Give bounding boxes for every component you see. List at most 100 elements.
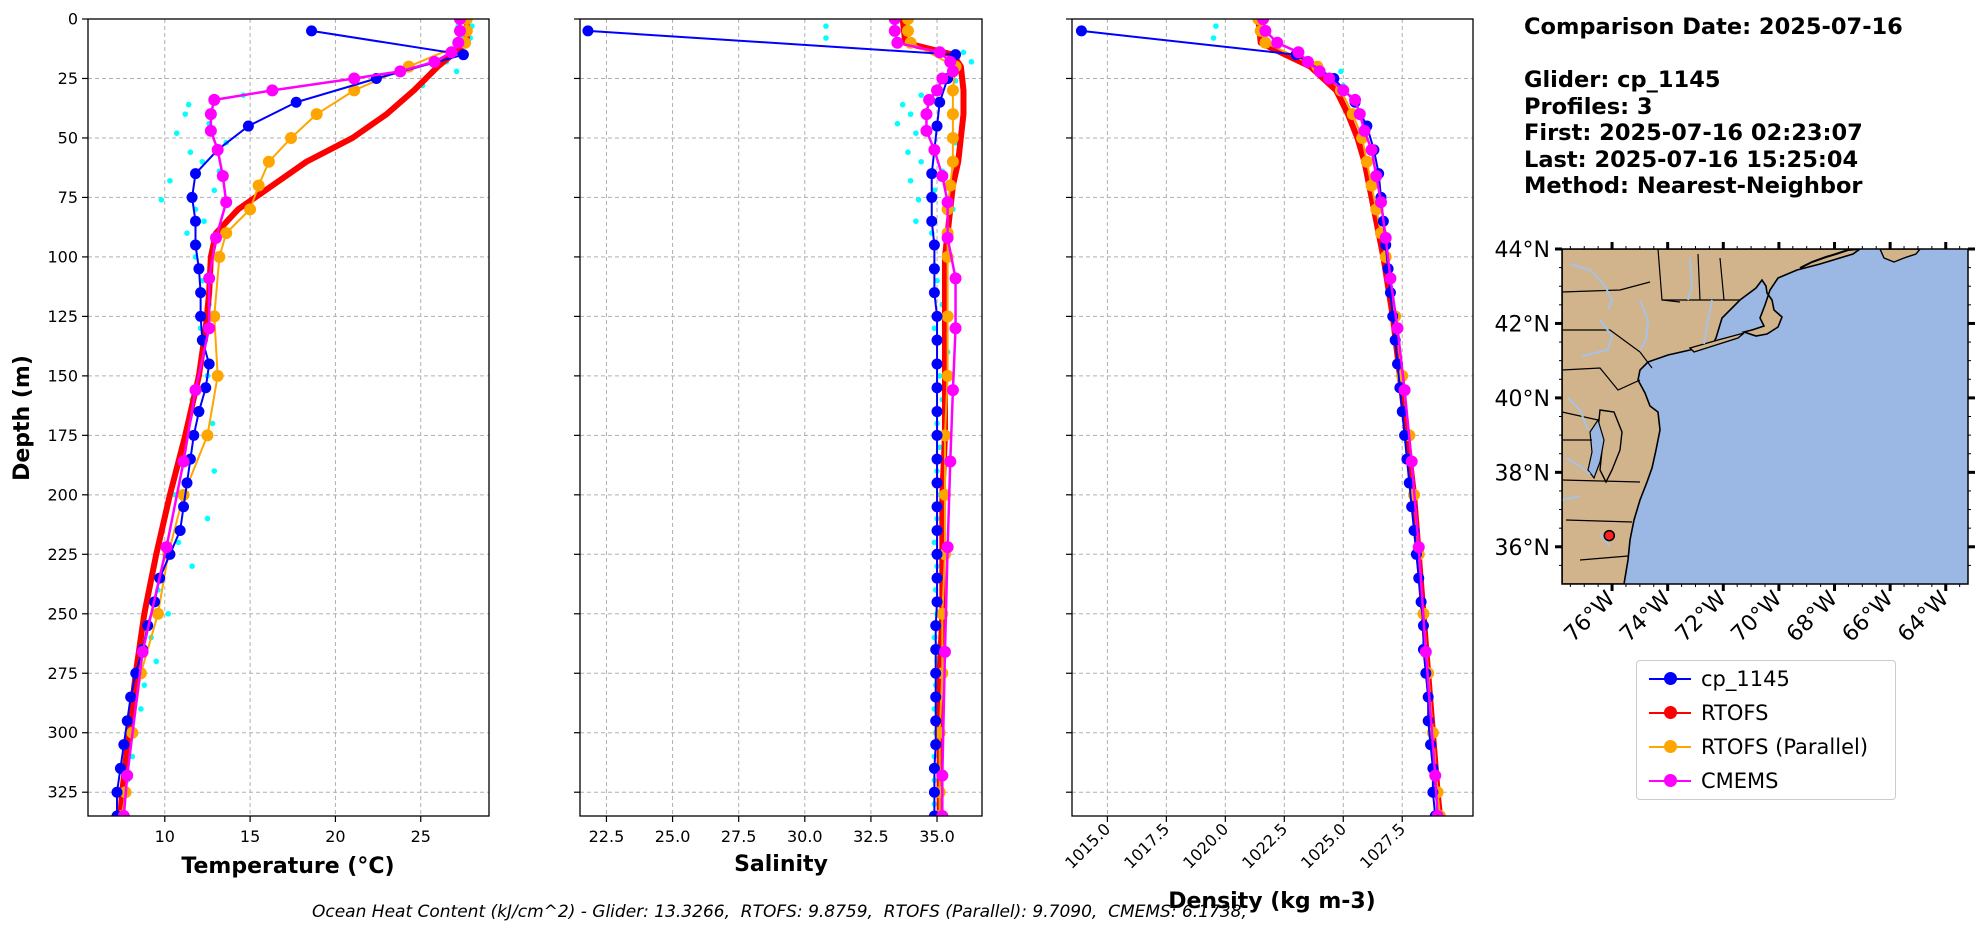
data-point-raw-points xyxy=(175,539,182,546)
x-tick-label: 1017.5 xyxy=(1120,819,1173,872)
data-point-cmems xyxy=(933,46,946,59)
comparison-info: Comparison Date: 2025-07-16 Glider: cp_1… xyxy=(1524,14,1903,200)
data-point-raw-points xyxy=(1338,68,1344,75)
map-long-island xyxy=(1688,332,1745,353)
salinity-panel: 22.5 25.0 27.5 30.0 32.5 35.0 xyxy=(574,18,983,846)
data-point-cmems xyxy=(428,55,441,68)
data-point-cmems xyxy=(1365,143,1378,156)
data-point-cmems xyxy=(1353,108,1366,121)
data-point-cmems xyxy=(136,645,149,658)
series-group xyxy=(582,19,975,816)
data-point-glider xyxy=(111,786,123,798)
data-point-cmems xyxy=(1313,65,1326,78)
data-point-glider xyxy=(203,358,215,370)
data-point-glider xyxy=(931,334,943,346)
data-point-glider xyxy=(931,453,943,465)
data-point-cmems xyxy=(920,108,933,121)
data-point-raw-points xyxy=(968,59,975,65)
legend-label-rtofs-parallel: RTOFS (Parallel) xyxy=(1701,735,1869,759)
data-point-cmems xyxy=(453,24,466,37)
data-point-glider xyxy=(1399,429,1411,441)
data-point-glider xyxy=(178,501,190,513)
legend-swatch-glider xyxy=(1645,663,1695,695)
series-line-glider xyxy=(116,29,465,816)
data-point-rtofs-parallel xyxy=(946,155,959,168)
data-point-cmems xyxy=(1398,384,1411,397)
data-point-raw-points xyxy=(931,187,938,194)
data-point-cmems xyxy=(920,124,933,137)
y-tick-label: 300 xyxy=(47,723,78,742)
ocean-heat-content-caption: Ocean Heat Content (kJ/cm^2) - Glider: 1… xyxy=(312,902,1247,922)
data-point-glider xyxy=(928,263,940,275)
legend-item-glider: cp_1145 xyxy=(1645,663,1790,695)
data-point-glider xyxy=(242,120,254,132)
map-lon-label: 70°W xyxy=(1727,586,1788,647)
data-point-glider xyxy=(931,382,943,394)
comparison-date: Comparison Date: 2025-07-16 xyxy=(1524,14,1903,40)
data-point-raw-points xyxy=(173,130,180,136)
axes-frame xyxy=(579,18,983,817)
data-point-raw-points xyxy=(913,130,919,136)
x-tick-label: 20 xyxy=(325,827,345,846)
y-tick-label: 25 xyxy=(58,69,78,88)
data-point-raw-points xyxy=(138,706,144,712)
data-point-rtofs-parallel xyxy=(310,108,323,121)
data-point-glider xyxy=(195,310,207,322)
series-group xyxy=(111,19,475,816)
data-point-glider xyxy=(290,96,302,108)
data-point-raw-points xyxy=(201,218,207,225)
axes-frame xyxy=(1071,18,1474,817)
data-point-glider xyxy=(582,25,594,37)
data-point-cmems xyxy=(1271,36,1284,49)
data-point-cmems xyxy=(941,196,954,209)
series-line-cmems xyxy=(1261,19,1439,816)
map-lon-label: 74°W xyxy=(1615,586,1676,647)
grid xyxy=(580,18,982,816)
data-point-cmems xyxy=(936,769,949,782)
interpolation-method: Method: Nearest-Neighbor xyxy=(1524,173,1863,199)
data-point-raw-points xyxy=(907,177,914,184)
data-point-glider xyxy=(193,263,205,275)
data-point-cmems xyxy=(189,384,202,397)
data-point-cmems xyxy=(208,93,221,106)
data-point-cmems xyxy=(445,46,458,59)
data-point-raw-points xyxy=(189,563,195,569)
salinity-xlabel: Salinity xyxy=(734,852,828,877)
data-point-cmems xyxy=(936,810,949,816)
data-point-rtofs-parallel xyxy=(151,607,164,620)
x-tick-label: 32.5 xyxy=(853,827,889,846)
first-profile-time: First: 2025-07-16 02:23:07 xyxy=(1524,120,1863,146)
data-point-cmems xyxy=(1405,455,1418,468)
data-point-raw-points xyxy=(167,177,173,184)
data-point-cmems xyxy=(453,19,466,25)
data-point-raw-points xyxy=(199,158,206,165)
data-point-glider xyxy=(930,715,942,727)
legend-item-rtofs: RTOFS xyxy=(1645,697,1768,729)
data-point-cmems xyxy=(216,170,229,183)
series-line-rtofs xyxy=(1255,19,1443,816)
data-point-glider xyxy=(1396,406,1408,418)
map-lon-label: 72°W xyxy=(1671,586,1732,647)
data-point-glider xyxy=(928,762,940,774)
data-point-glider xyxy=(457,49,469,61)
data-point-cmems xyxy=(1412,541,1425,554)
y-tick-label: 100 xyxy=(47,247,78,266)
data-point-rtofs-parallel xyxy=(941,369,954,382)
temperature-panel: 10 15 20 2502550751001251501752002252502753… xyxy=(47,10,490,846)
depth-ylabel: Depth (m) xyxy=(10,355,35,481)
data-point-glider xyxy=(190,168,202,180)
legend-item-rtofs-parallel: RTOFS (Parallel) xyxy=(1645,731,1868,763)
data-point-cmems xyxy=(1337,84,1350,97)
data-point-glider xyxy=(190,215,202,227)
data-point-raw-points xyxy=(184,230,190,236)
data-point-raw-points xyxy=(185,101,192,108)
data-point-cmems xyxy=(936,170,949,183)
data-point-cmems xyxy=(949,322,962,335)
data-point-cmems xyxy=(946,65,959,78)
data-point-raw-points xyxy=(931,325,938,332)
data-point-glider xyxy=(1384,287,1396,299)
legend-swatch-cmems xyxy=(1645,765,1695,797)
data-point-raw-points xyxy=(153,658,160,665)
data-point-rtofs-parallel xyxy=(944,179,957,192)
data-point-glider xyxy=(931,501,943,513)
